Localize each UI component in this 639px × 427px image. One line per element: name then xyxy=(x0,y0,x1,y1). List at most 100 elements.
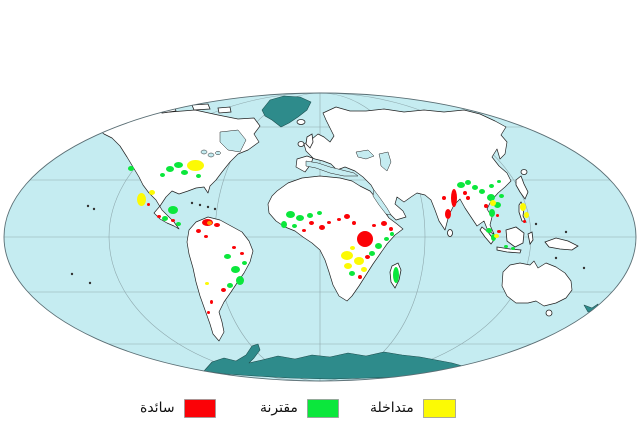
map-patch-green xyxy=(307,213,313,218)
map-patch-green xyxy=(349,271,355,276)
map-patch-green xyxy=(231,266,240,273)
tasmania xyxy=(545,309,553,317)
legend-swatch-yellow xyxy=(422,398,456,418)
legend: سائدة مقترنة متداخلة xyxy=(0,392,639,427)
map-patch-green xyxy=(375,243,382,249)
yellow-swatch-rect xyxy=(422,398,456,418)
map-patch-yellow xyxy=(494,234,499,238)
map-patch-green xyxy=(384,237,389,241)
map-patch-red xyxy=(523,220,526,223)
red-swatch-rect xyxy=(183,398,216,418)
map-patch-green xyxy=(390,232,394,236)
legend-item-associated: مقترنة xyxy=(260,396,339,420)
ireland xyxy=(297,141,305,147)
map-patch-yellow xyxy=(149,190,155,195)
continent-africa xyxy=(267,175,404,302)
map-patch-red xyxy=(445,209,451,219)
continent-north-america xyxy=(96,109,261,230)
hudson-bay xyxy=(219,129,247,153)
map-patch-yellow xyxy=(344,263,352,269)
map-patch-green xyxy=(465,180,471,185)
java xyxy=(496,246,522,254)
map-patch-green xyxy=(160,173,165,177)
map-patch-green xyxy=(489,184,494,188)
map-patch-yellow xyxy=(350,246,355,250)
map-patch-green xyxy=(128,166,134,171)
interior-seas xyxy=(200,129,392,216)
continent-south-america xyxy=(186,216,254,342)
map-patch-red xyxy=(214,223,220,227)
map-border xyxy=(3,92,637,382)
caspian-sea xyxy=(378,151,392,172)
map-patch-red xyxy=(302,229,306,232)
map-patch-green xyxy=(487,194,495,201)
green-swatch-rect xyxy=(307,398,339,418)
map-patch-green xyxy=(504,245,508,248)
continent-australia xyxy=(501,260,573,307)
great-lake xyxy=(215,150,221,156)
map-patch-green xyxy=(166,166,174,172)
map-patch-green xyxy=(196,174,201,178)
map-patch-red xyxy=(221,288,226,292)
legend-swatch-green xyxy=(307,398,339,418)
map-patch-green xyxy=(296,215,304,221)
map-patch-red xyxy=(442,196,446,200)
continent-eurasia xyxy=(295,106,512,235)
map-patch-yellow xyxy=(361,267,367,272)
map-patch-green xyxy=(176,222,181,226)
map-patch-red xyxy=(365,255,370,259)
greenland xyxy=(261,95,312,128)
iceland xyxy=(296,119,306,125)
map-patch-red xyxy=(232,246,236,249)
map-patch-green xyxy=(472,185,478,190)
map-patch-red xyxy=(358,275,362,279)
map-patch-red xyxy=(204,235,208,238)
map-patch-yellow xyxy=(490,200,496,206)
legend-label-dominant: سائدة xyxy=(140,400,175,416)
map-patch-green xyxy=(457,182,465,188)
map-container xyxy=(3,92,637,382)
map-patch-green xyxy=(317,211,322,215)
map-patch-red xyxy=(484,204,488,208)
map-patch-yellow xyxy=(524,212,529,218)
map-patch-yellow xyxy=(354,257,364,265)
map-patch-red xyxy=(389,227,393,231)
map-patch-red xyxy=(466,196,470,200)
red-sea xyxy=(372,189,392,216)
map-patch-red xyxy=(327,221,331,224)
map-patch-green xyxy=(497,180,501,183)
world-map xyxy=(3,92,637,382)
map-patch-green xyxy=(227,283,233,288)
map-patch-red xyxy=(352,221,356,225)
map-patch-green xyxy=(369,251,375,256)
sri-lanka xyxy=(447,229,453,237)
map-patch-red xyxy=(463,191,467,195)
new-guinea xyxy=(544,237,579,251)
legend-item-dominant: سائدة xyxy=(140,396,216,420)
mediterranean-sea xyxy=(305,160,359,177)
legend-item-interspersed: متداخلة xyxy=(370,396,456,420)
map-patch-red xyxy=(157,215,161,218)
great-lake xyxy=(200,149,208,155)
map-patch-green xyxy=(168,206,178,214)
sulawesi xyxy=(527,231,534,245)
map-patch-orange xyxy=(207,221,212,225)
hokkaido xyxy=(520,169,528,175)
map-patch-green xyxy=(393,267,399,283)
map-patch-red xyxy=(337,218,341,221)
britain xyxy=(305,133,314,149)
legend-label-interspersed: متداخلة xyxy=(370,400,414,416)
distribution-patches xyxy=(128,160,529,314)
map-patch-red xyxy=(240,252,244,255)
map-patch-red xyxy=(210,300,213,304)
map-patch-yellow xyxy=(341,251,353,260)
map-patch-green xyxy=(242,261,247,265)
map-patch-red xyxy=(496,214,499,217)
map-patch-green xyxy=(489,209,495,217)
map-patch-green xyxy=(499,194,504,198)
map-patch-yellow xyxy=(137,193,146,206)
map-patch-green xyxy=(236,276,244,285)
map-patch-red xyxy=(451,189,457,207)
map-patch-red xyxy=(381,221,387,226)
